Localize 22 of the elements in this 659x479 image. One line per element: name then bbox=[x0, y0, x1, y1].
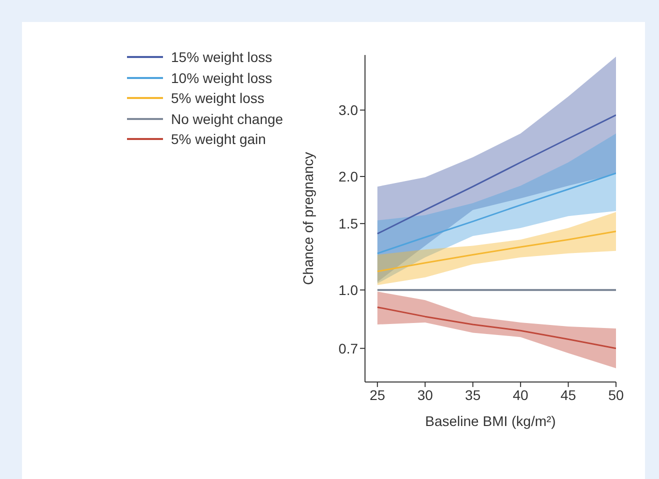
legend-label: 15% weight loss bbox=[171, 49, 272, 66]
line-series bbox=[376, 172, 616, 254]
legend-label: 5% weight gain bbox=[171, 131, 266, 148]
x-axis-title: Baseline BMI (kg/m²) bbox=[425, 413, 556, 429]
y-tick-label: 3.0 bbox=[338, 102, 358, 118]
x-tick-label: 45 bbox=[560, 386, 576, 403]
y-tick-label: 0.7 bbox=[338, 340, 358, 356]
y-tick-label: 1.0 bbox=[338, 282, 358, 298]
x-tick-label: 35 bbox=[465, 386, 481, 403]
y-axis-title: Chance of pregnancy bbox=[300, 152, 316, 286]
line-series bbox=[376, 306, 616, 350]
line-series bbox=[376, 114, 616, 234]
x-tick-label: 25 bbox=[370, 386, 386, 403]
y-tick-label: 1.5 bbox=[338, 216, 358, 232]
legend-label: 10% weight loss bbox=[171, 70, 272, 86]
x-tick-label: 40 bbox=[512, 386, 529, 403]
line-series bbox=[376, 230, 616, 272]
x-tick-label: 50 bbox=[608, 386, 624, 403]
y-tick-label: 2.0 bbox=[338, 168, 358, 184]
legend-label: 5% weight loss bbox=[171, 90, 264, 106]
legend-label: No weight change bbox=[171, 110, 284, 127]
x-tick-label: 30 bbox=[417, 386, 434, 403]
